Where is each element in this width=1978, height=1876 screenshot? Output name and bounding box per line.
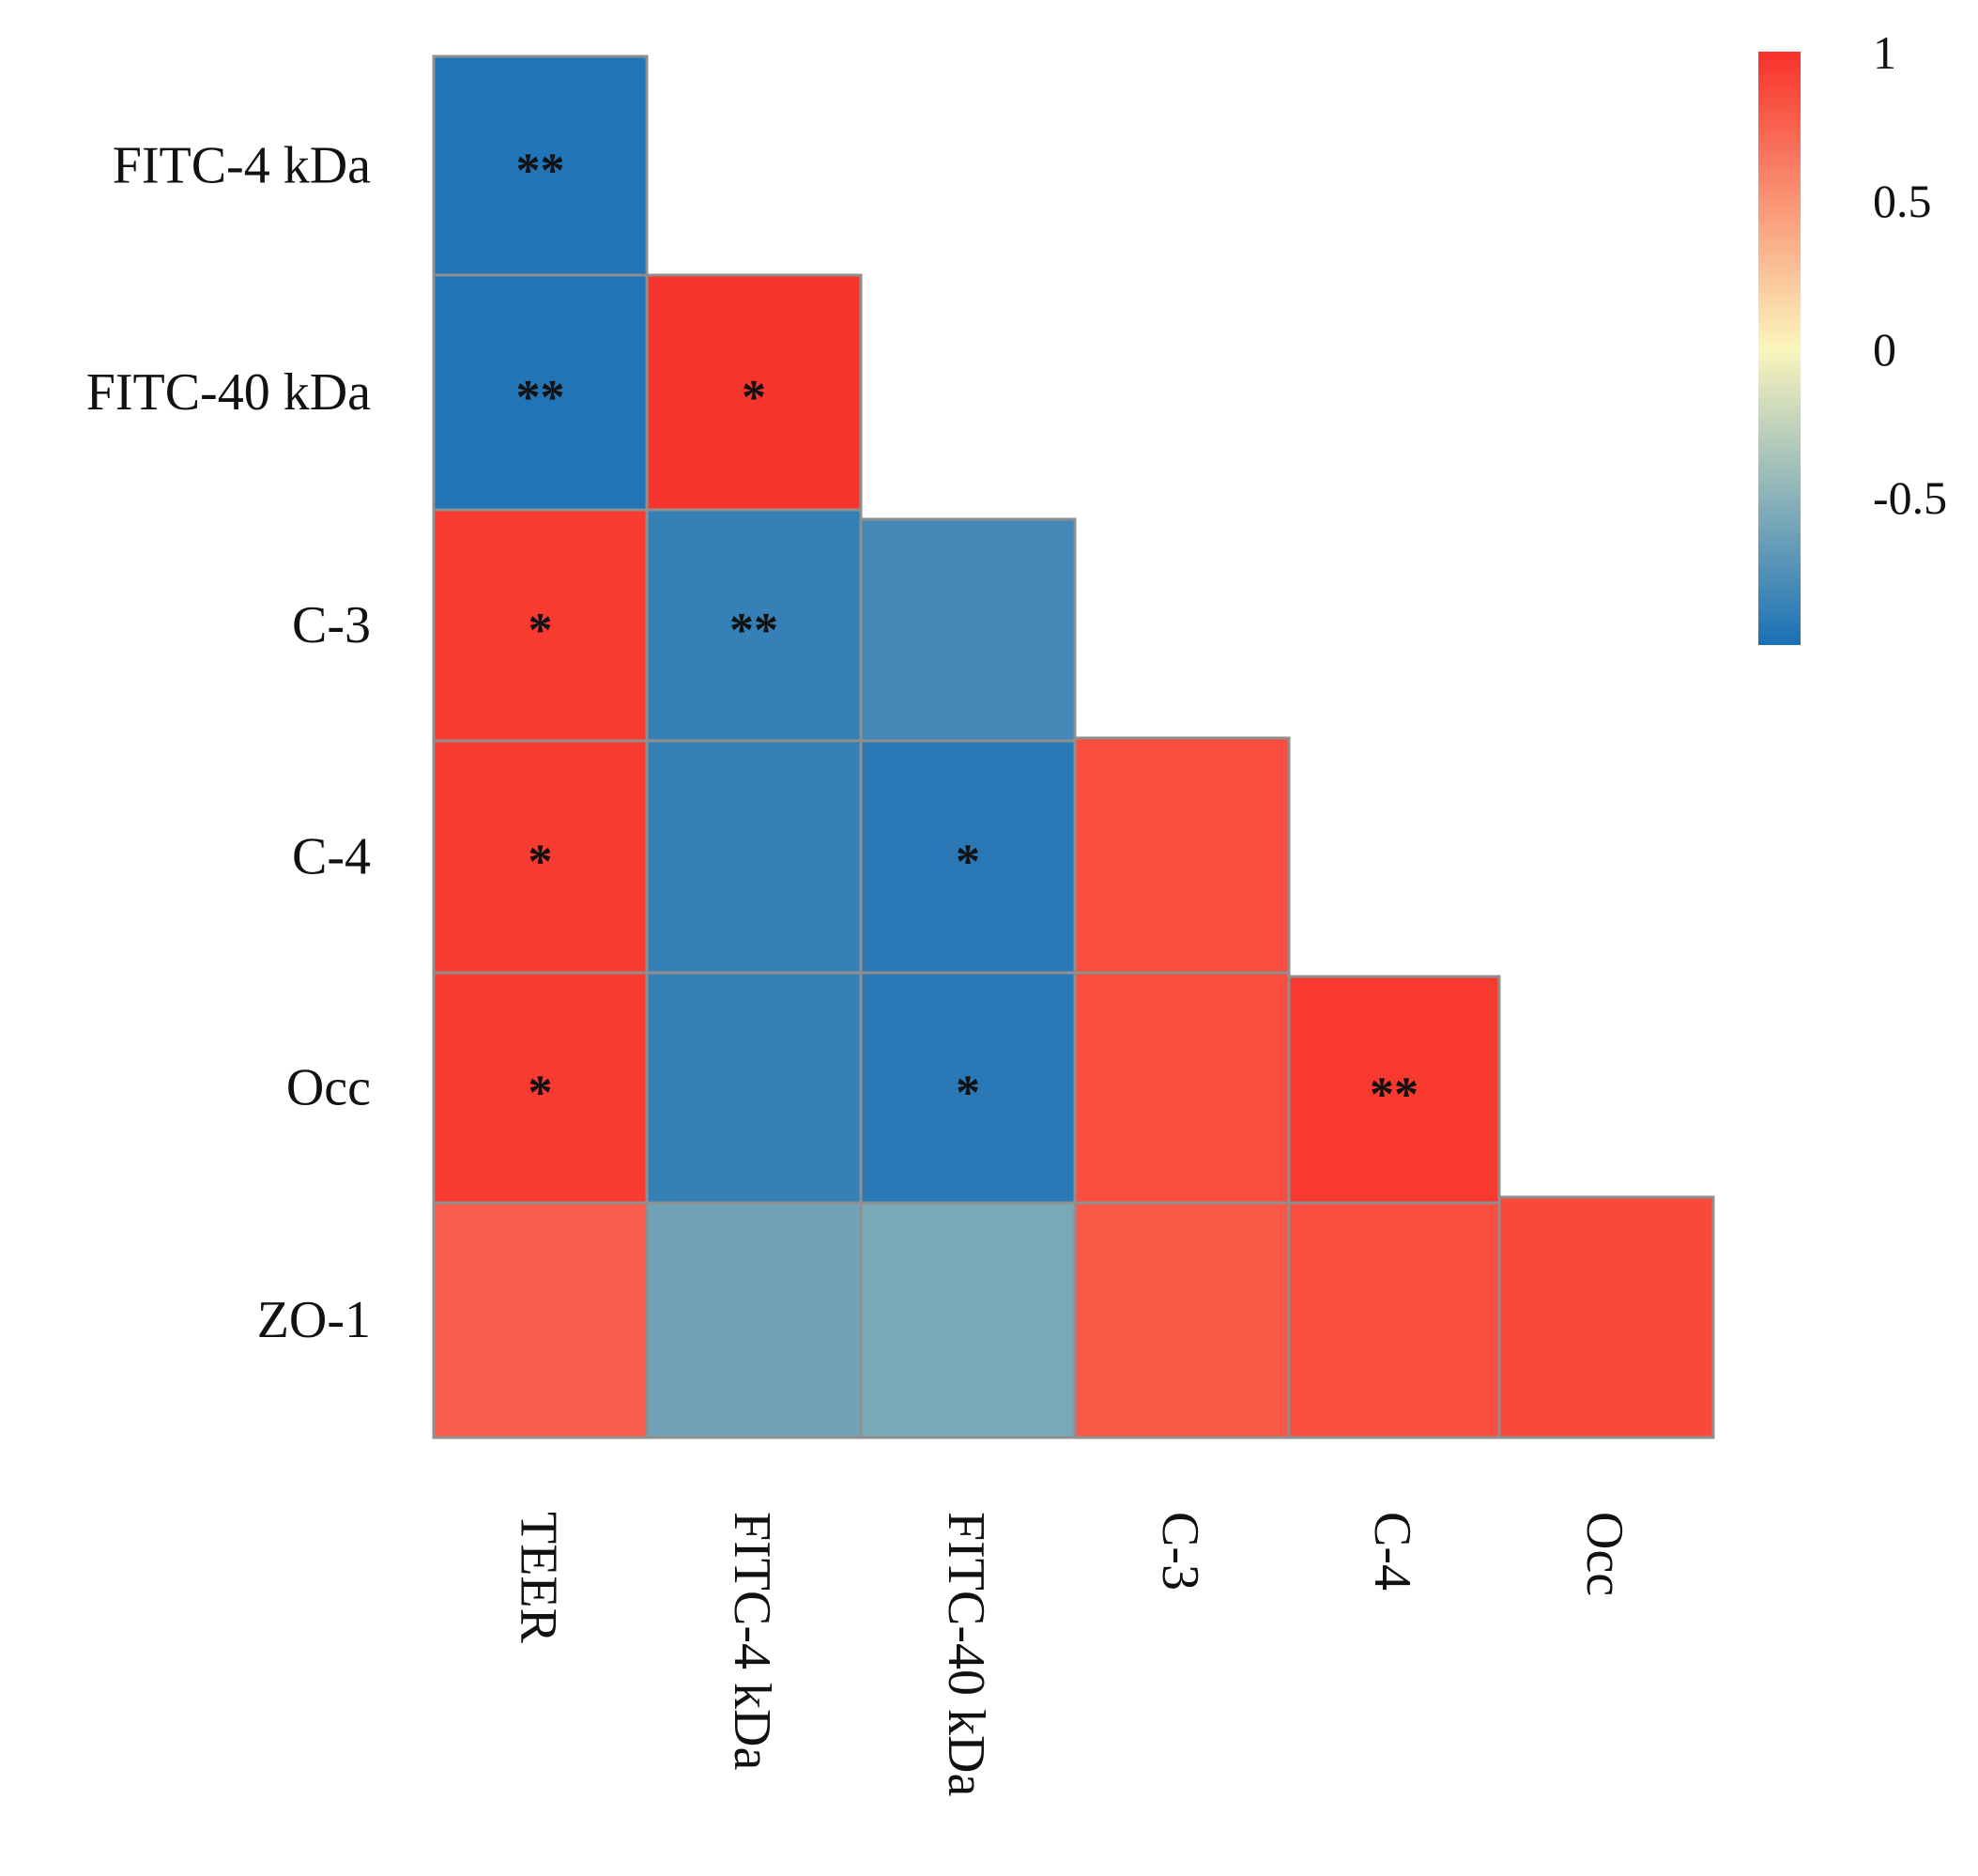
significance-mark: * [956, 836, 980, 889]
heatmap-cell [1497, 1195, 1715, 1439]
row-label: Occ [286, 1059, 371, 1117]
colorbar-tick-label: 1 [1873, 26, 1896, 79]
heatmap-cell [645, 971, 863, 1205]
heatmap-cell [859, 517, 1077, 743]
colorbar-tick-label: 0 [1873, 323, 1896, 376]
heatmap-cell [432, 54, 649, 277]
significance-mark: ** [516, 145, 565, 198]
heatmap-cells: **** ** *** ** * ** [432, 54, 1715, 1439]
row-label: C-3 [292, 596, 371, 654]
significance-mark: ** [729, 604, 778, 657]
heatmap-cell [645, 1201, 863, 1439]
heatmap-cell [1073, 1201, 1291, 1439]
heatmap-cell [645, 273, 863, 512]
column-label: FITC-4 kDa [723, 1512, 781, 1770]
heatmap-cell [1073, 971, 1291, 1205]
column-label: Occ [1575, 1512, 1633, 1596]
heatmap-cell [859, 1201, 1077, 1439]
column-labels: TEER FITC-4 kDa FITC-40 kDa C-3 C-4 Occ [510, 1512, 1634, 1796]
heatmap-cell [645, 508, 863, 743]
heatmap-cell [432, 508, 649, 743]
row-label: FITC-4 kDa [113, 137, 371, 195]
significance-mark: ** [516, 371, 565, 424]
heatmap-cell [1287, 975, 1501, 1205]
colorbar [1758, 52, 1801, 645]
significance-mark: * [956, 1067, 980, 1120]
column-label: FITC-40 kDa [937, 1512, 995, 1796]
row-label: FITC-40 kDa [86, 363, 371, 422]
heatmap-cell [432, 971, 649, 1205]
colorbar-tick-label: 0.5 [1873, 175, 1932, 227]
heatmap-cell [432, 739, 649, 975]
significance-mark: ** [1370, 1069, 1418, 1122]
row-labels: FITC-4 kDa FITC-40 kDa C-3 C-4 Occ ZO-1 [86, 137, 371, 1350]
significance-mark: * [529, 836, 553, 889]
significance-mark: * [742, 371, 766, 424]
significance-mark: * [529, 604, 553, 657]
heatmap-cell [1073, 736, 1291, 975]
colorbar-legend: 1 0.5 0 -0.5 [1758, 26, 1947, 645]
heatmap-cell [1287, 1201, 1501, 1439]
row-label: ZO-1 [257, 1291, 371, 1349]
column-label: C-3 [1151, 1512, 1209, 1591]
heatmap-cell [645, 739, 863, 975]
heatmap-cell [432, 273, 649, 512]
heatmap-cell [432, 1201, 649, 1439]
row-label: C-4 [292, 828, 371, 886]
column-label: C-4 [1363, 1512, 1421, 1591]
column-label: TEER [510, 1512, 568, 1644]
significance-mark: * [529, 1067, 553, 1120]
colorbar-tick-label: -0.5 [1873, 471, 1947, 524]
